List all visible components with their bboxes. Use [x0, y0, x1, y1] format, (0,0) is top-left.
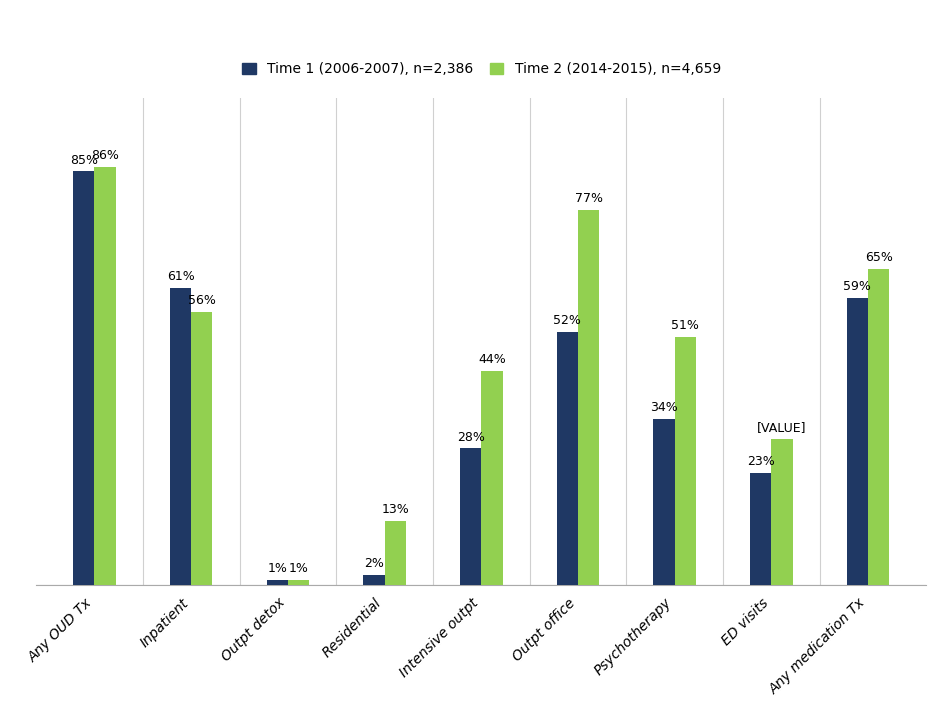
- Bar: [847, 298, 868, 585]
- Text: 34%: 34%: [650, 402, 678, 414]
- Bar: [772, 439, 792, 585]
- Bar: [191, 313, 213, 585]
- Bar: [266, 580, 288, 585]
- Text: 65%: 65%: [865, 251, 893, 263]
- Text: 86%: 86%: [91, 149, 120, 162]
- Bar: [170, 288, 191, 585]
- Text: 59%: 59%: [843, 280, 871, 293]
- Text: 28%: 28%: [456, 431, 485, 444]
- Text: 61%: 61%: [167, 270, 195, 283]
- Text: 1%: 1%: [289, 562, 309, 575]
- Bar: [481, 371, 502, 585]
- Bar: [460, 449, 481, 585]
- Bar: [557, 332, 578, 585]
- Legend: Time 1 (2006-2007), n=2,386, Time 2 (2014-2015), n=4,659: Time 1 (2006-2007), n=2,386, Time 2 (201…: [236, 57, 726, 82]
- Text: [VALUE]: [VALUE]: [758, 421, 806, 434]
- Bar: [363, 575, 385, 585]
- Text: 77%: 77%: [575, 192, 602, 205]
- Text: 51%: 51%: [671, 319, 699, 332]
- Bar: [750, 473, 772, 585]
- Bar: [578, 210, 599, 585]
- Text: 85%: 85%: [70, 154, 98, 167]
- Bar: [675, 337, 696, 585]
- Text: 2%: 2%: [364, 557, 384, 570]
- Bar: [94, 167, 116, 585]
- Text: 44%: 44%: [478, 352, 505, 366]
- Bar: [73, 172, 94, 585]
- Bar: [653, 419, 675, 585]
- Text: 23%: 23%: [747, 455, 774, 468]
- Bar: [868, 268, 889, 585]
- Bar: [385, 521, 406, 585]
- Text: 56%: 56%: [188, 295, 215, 308]
- Bar: [288, 580, 310, 585]
- Text: 52%: 52%: [553, 314, 582, 327]
- Text: 13%: 13%: [381, 503, 409, 516]
- Text: 1%: 1%: [267, 562, 287, 575]
